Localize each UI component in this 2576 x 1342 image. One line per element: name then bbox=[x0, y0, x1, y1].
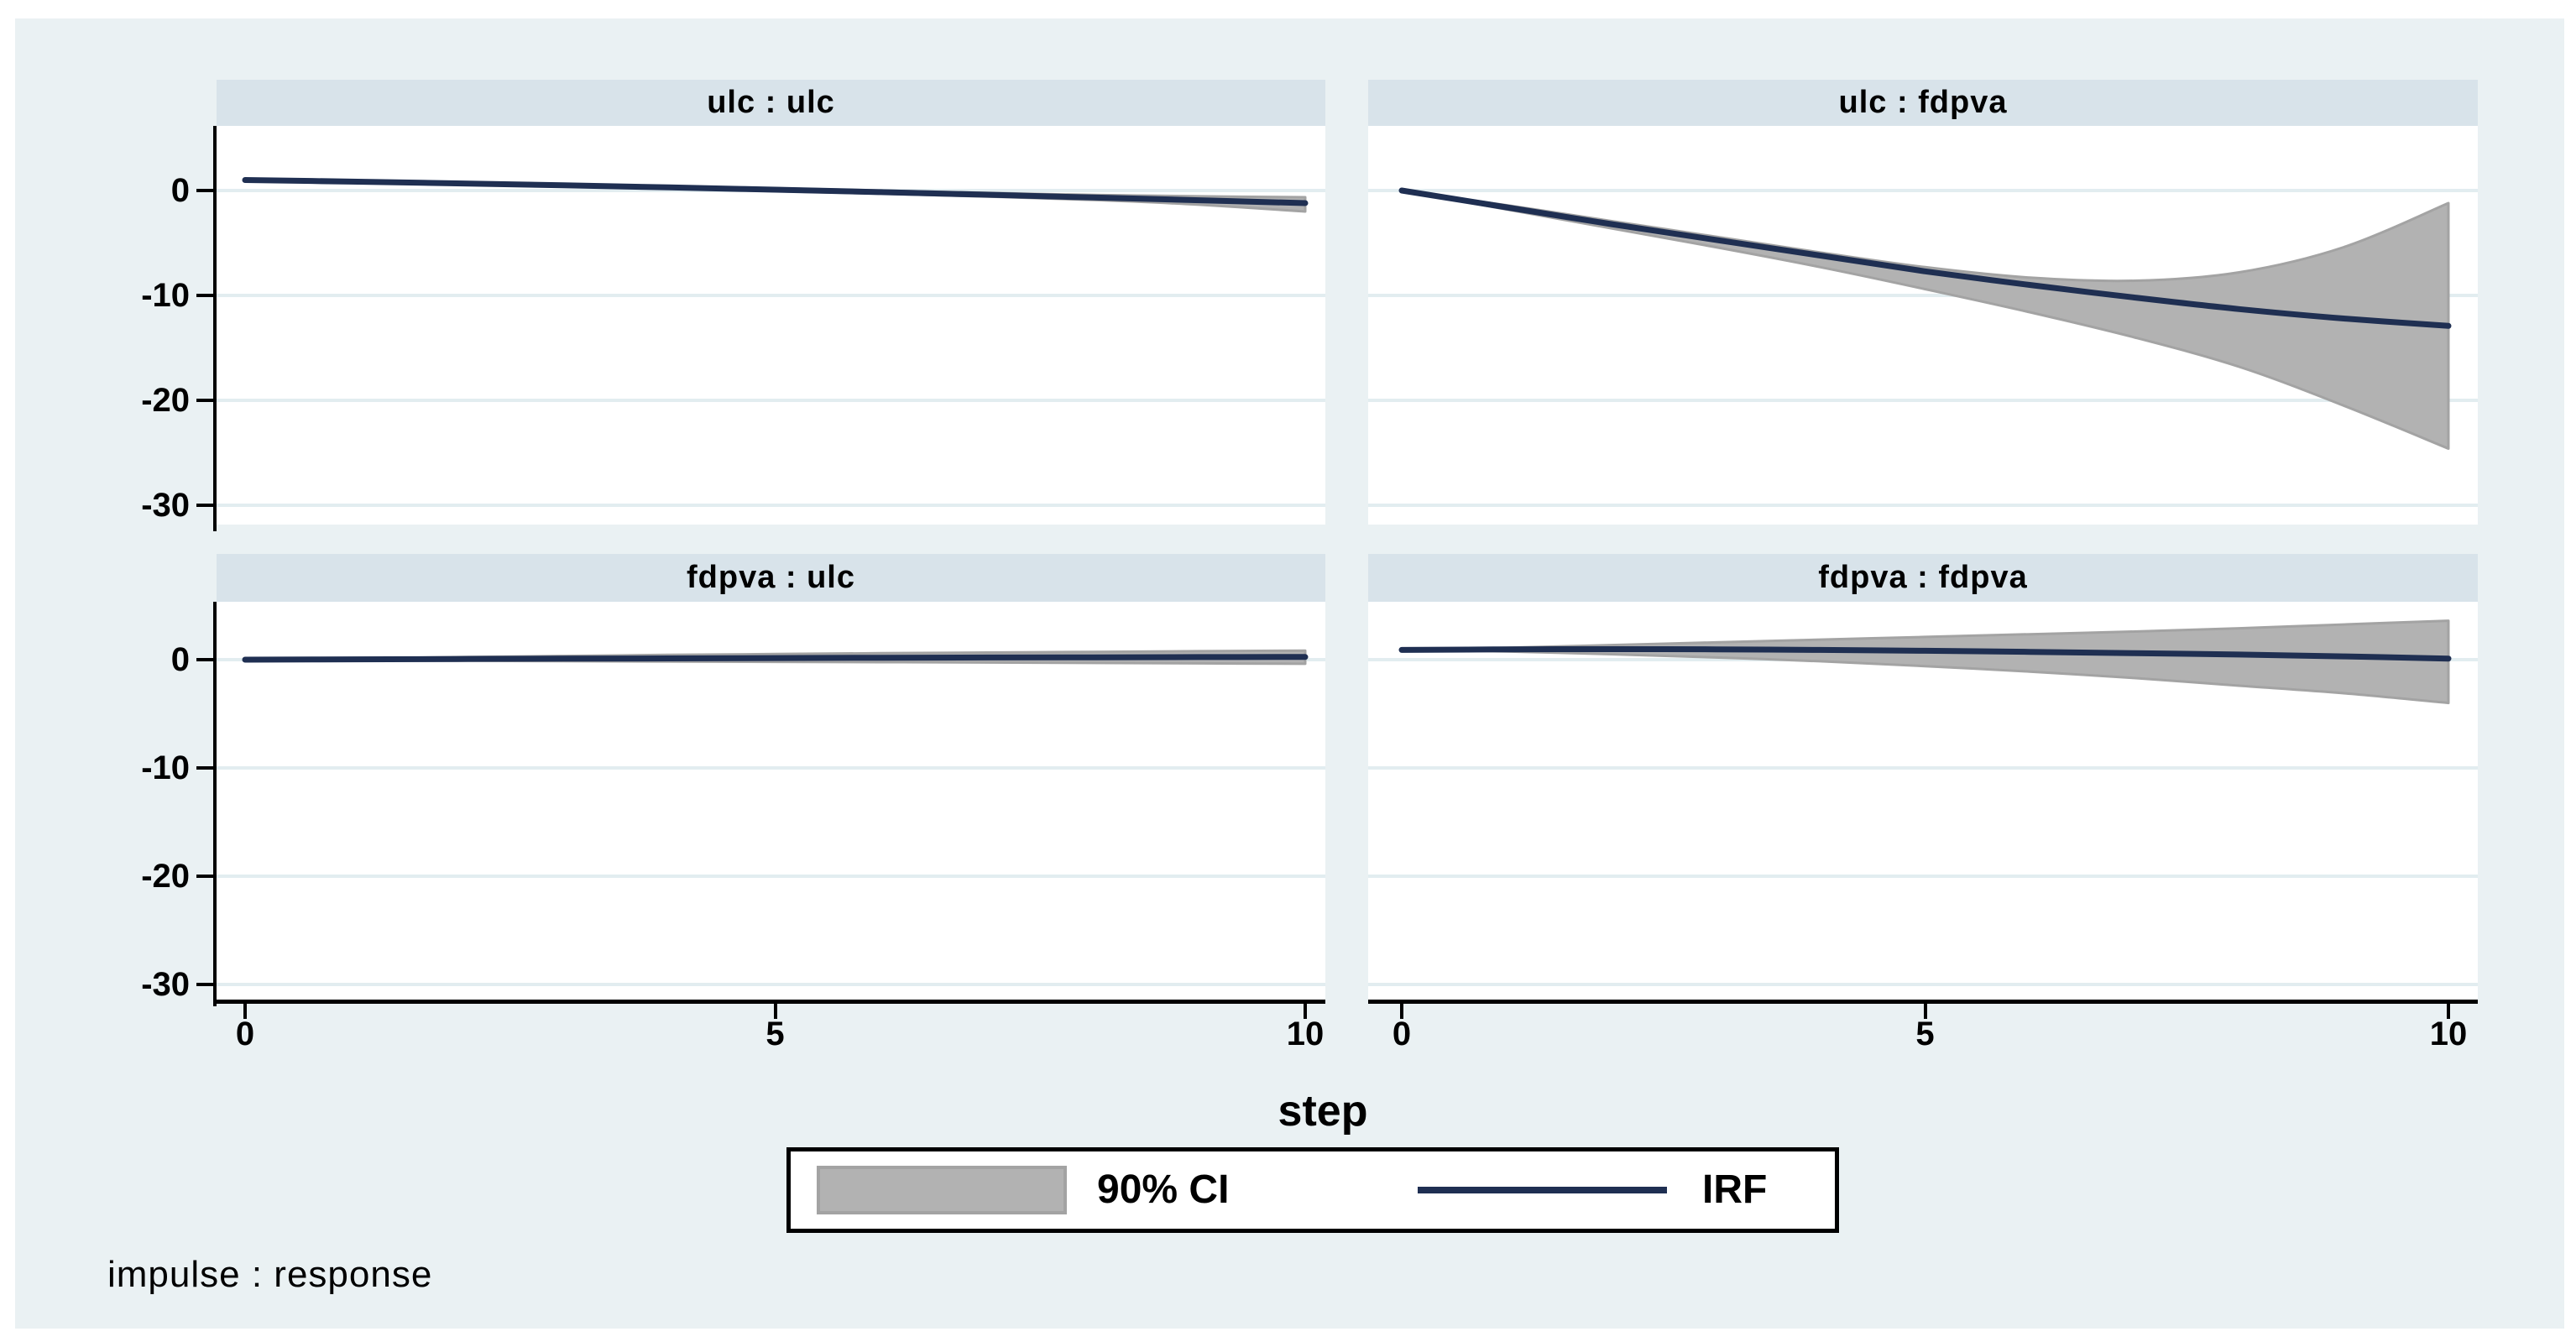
y-axis-line bbox=[213, 126, 217, 531]
panel-title-strip: fdpva : ulc bbox=[217, 554, 1325, 602]
plot-area bbox=[217, 126, 1325, 525]
x-tick bbox=[773, 1004, 777, 1019]
y-tick bbox=[196, 983, 213, 986]
panel-ulc-fdpva: ulc : fdpva bbox=[1368, 80, 2478, 525]
x-tick bbox=[243, 1004, 247, 1019]
y-tick bbox=[196, 189, 213, 192]
x-tick bbox=[1923, 1004, 1927, 1019]
x-tick bbox=[2447, 1004, 2450, 1019]
x-tick-label: 5 bbox=[1915, 1016, 1935, 1052]
panel-title-strip: ulc : fdpva bbox=[1368, 80, 2478, 126]
x-axis-title: step bbox=[1278, 1087, 1368, 1136]
panel-fdpva-fdpva: fdpva : fdpva bbox=[1368, 554, 2478, 1000]
y-tick-label: 0 bbox=[170, 172, 190, 209]
y-tick bbox=[196, 399, 213, 402]
legend-box: 90% CI IRF bbox=[786, 1147, 1839, 1233]
irf-line bbox=[242, 177, 1309, 206]
y-tick bbox=[196, 875, 213, 878]
y-tick-label: -10 bbox=[141, 277, 190, 314]
panel-title: fdpva : ulc bbox=[686, 560, 856, 595]
note-impulse-response: impulse : response bbox=[107, 1254, 433, 1295]
x-tick-label: 0 bbox=[235, 1016, 255, 1052]
plot-area bbox=[1368, 602, 2478, 1000]
y-tick bbox=[196, 766, 213, 770]
x-tick-label: 10 bbox=[1286, 1016, 1325, 1052]
y-tick bbox=[196, 658, 213, 661]
panel-ulc-ulc: ulc : ulc bbox=[217, 80, 1325, 525]
x-tick bbox=[1304, 1004, 1307, 1019]
y-tick-label: -10 bbox=[141, 749, 190, 786]
panel-title: ulc : ulc bbox=[707, 85, 835, 120]
ci-band bbox=[1400, 189, 2450, 450]
graph-canvas: ulc : ulc ulc : fdpva fdpva : ulc fdpva … bbox=[15, 18, 2564, 1329]
legend-irf-line bbox=[1418, 1187, 1667, 1193]
plot-area bbox=[217, 602, 1325, 1000]
x-tick-label: 5 bbox=[765, 1016, 785, 1052]
y-tick-label: -30 bbox=[141, 966, 190, 1003]
y-tick bbox=[196, 504, 213, 507]
y-axis-line bbox=[213, 602, 217, 1006]
irf-line bbox=[1398, 187, 2452, 329]
y-tick bbox=[196, 294, 213, 297]
x-axis-line bbox=[213, 1000, 1325, 1004]
panel-title: ulc : fdpva bbox=[1838, 85, 2008, 120]
legend-ci-swatch bbox=[817, 1166, 1067, 1214]
ci-band bbox=[1400, 619, 2450, 705]
y-tick-label: 0 bbox=[170, 641, 190, 678]
x-tick-label: 0 bbox=[1392, 1016, 1412, 1052]
x-tick bbox=[1400, 1004, 1403, 1019]
panel-title: fdpva : fdpva bbox=[1818, 560, 2028, 595]
panel-title-strip: fdpva : fdpva bbox=[1368, 554, 2478, 602]
x-axis-line bbox=[1368, 1000, 2478, 1004]
y-tick-label: -20 bbox=[141, 382, 190, 419]
plot-area bbox=[1368, 126, 2478, 525]
y-tick-label: -30 bbox=[141, 487, 190, 524]
x-tick-label: 10 bbox=[2429, 1016, 2468, 1052]
panel-title-strip: ulc : ulc bbox=[217, 80, 1325, 126]
legend-ci-label: 90% CI bbox=[1097, 1167, 1230, 1212]
y-tick-label: -20 bbox=[141, 858, 190, 895]
irf-line bbox=[1398, 645, 2452, 662]
irf-line bbox=[242, 654, 1309, 663]
legend-irf-label: IRF bbox=[1702, 1167, 1768, 1212]
panel-fdpva-ulc: fdpva : ulc bbox=[217, 554, 1325, 1000]
